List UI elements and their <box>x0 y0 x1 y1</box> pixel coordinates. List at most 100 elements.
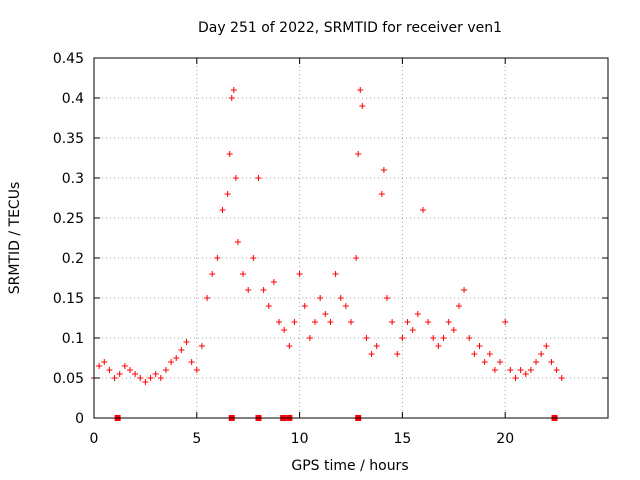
data-point <box>234 239 241 245</box>
y-tick-label: 0.15 <box>53 291 84 307</box>
data-point <box>522 371 529 377</box>
data-point <box>327 319 334 325</box>
data-point <box>281 327 288 333</box>
data-point <box>270 279 277 285</box>
data-point <box>553 367 560 373</box>
data-point <box>226 151 233 157</box>
data-point <box>497 359 504 365</box>
data-point <box>228 95 235 101</box>
data-point <box>232 175 239 181</box>
y-tick-label: 0.25 <box>53 211 84 227</box>
data-point <box>337 295 344 301</box>
y-tick-label: 0.45 <box>53 51 84 67</box>
data-point <box>461 287 468 293</box>
data-point <box>214 255 221 261</box>
data-point <box>317 295 324 301</box>
y-tick-label: 0.05 <box>53 371 84 387</box>
chart-title: Day 251 of 2022, SRMTID for receiver ven… <box>198 20 502 36</box>
data-point <box>435 343 442 349</box>
data-point <box>486 351 493 357</box>
data-point <box>373 343 380 349</box>
data-point <box>409 327 416 333</box>
data-point <box>404 319 411 325</box>
data-point <box>414 311 421 317</box>
x-axis-ticks: 0 5 10 15 20 <box>90 58 514 447</box>
x-axis-label: GPS time / hours <box>291 458 408 474</box>
data-point <box>378 191 385 197</box>
data-point <box>466 335 473 341</box>
data-point <box>219 207 226 213</box>
data-point <box>152 371 159 377</box>
data-point <box>357 87 364 93</box>
data-point <box>245 287 252 293</box>
data-point <box>209 271 216 277</box>
data-point <box>353 255 360 261</box>
data-point <box>527 367 534 373</box>
data-point <box>476 343 483 349</box>
data-point <box>419 207 426 213</box>
data-point <box>306 335 313 341</box>
data-point <box>265 303 272 309</box>
x-tick-label: 10 <box>291 431 309 447</box>
data-point <box>363 335 370 341</box>
data-point <box>188 359 195 365</box>
data-point <box>455 303 462 309</box>
data-point <box>342 303 349 309</box>
data-point <box>116 371 123 377</box>
data-point <box>276 319 283 325</box>
y-tick-label: 0.3 <box>62 171 84 187</box>
data-point <box>368 351 375 357</box>
data-point <box>230 87 237 93</box>
data-point <box>168 359 175 365</box>
data-point <box>291 319 298 325</box>
data-point <box>260 287 267 293</box>
data-point <box>121 363 128 369</box>
data-point <box>425 319 432 325</box>
data-point <box>132 371 139 377</box>
data-point <box>533 359 540 365</box>
data-point <box>538 351 545 357</box>
data-point <box>250 255 257 261</box>
data-point <box>430 335 437 341</box>
data-point <box>301 303 308 309</box>
data-point <box>445 319 452 325</box>
data-point <box>507 367 514 373</box>
y-tick-label: 0.2 <box>62 251 84 267</box>
data-point <box>147 375 154 381</box>
data-point <box>111 375 118 381</box>
data-point <box>502 319 509 325</box>
data-point <box>142 379 149 385</box>
data-point <box>183 339 190 345</box>
y-axis-ticks: 0 0.05 0.1 0.15 0.2 0.25 0.3 0.35 0.4 0.45 <box>53 51 608 427</box>
data-point <box>481 359 488 365</box>
data-point <box>204 295 211 301</box>
data-point <box>440 335 447 341</box>
x-tick-label: 15 <box>393 431 411 447</box>
y-tick-label: 0.1 <box>62 331 84 347</box>
x-tick-label: 5 <box>192 431 201 447</box>
data-point <box>548 359 555 365</box>
data-point <box>240 271 247 277</box>
y-tick-label: 0.35 <box>53 131 84 147</box>
data-point <box>380 167 387 173</box>
data-point <box>255 175 262 181</box>
grid-lines <box>94 58 608 418</box>
data-point <box>471 351 478 357</box>
data-point <box>193 367 200 373</box>
data-point <box>355 151 362 157</box>
data-point <box>332 271 339 277</box>
data-point <box>394 351 401 357</box>
data-point <box>96 363 103 369</box>
data-point <box>157 375 164 381</box>
data-point <box>543 343 550 349</box>
y-tick-label: 0.4 <box>62 91 84 107</box>
data-point <box>101 359 108 365</box>
data-point <box>558 375 565 381</box>
data-series <box>91 87 565 385</box>
data-point <box>162 367 169 373</box>
data-point <box>126 367 133 373</box>
data-point <box>491 367 498 373</box>
data-point <box>512 375 519 381</box>
data-point <box>198 343 205 349</box>
